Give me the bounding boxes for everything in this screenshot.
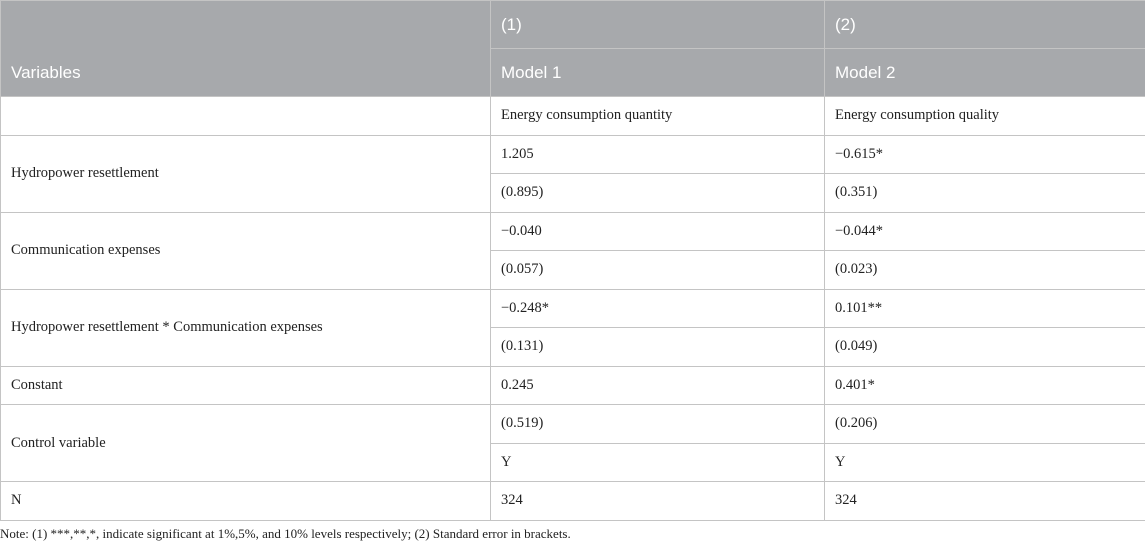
coefficient-cell: −0.044*	[824, 211, 1145, 251]
coefficient-cell: −0.040	[490, 211, 825, 251]
table-row: N 324 324	[0, 481, 1145, 521]
table-row: Control variable (0.519) (0.206)	[0, 404, 1145, 482]
row-label: Hydropower resettlement	[0, 134, 491, 213]
header-row-models: Model 1 Model 2	[1, 48, 1145, 97]
header-row-numbers: Variables (1) (2)	[0, 0, 1145, 97]
standard-error-cell: (0.131)	[490, 327, 825, 367]
coefficient-cell: 0.245	[490, 365, 825, 405]
table-header: Variables (1) (2) Model 1 Model 2	[0, 0, 1145, 97]
coefficient-cell: 0.101**	[824, 288, 1145, 328]
coefficient-cell: 0.401*	[824, 365, 1145, 405]
dependent-variable-2: Energy consumption quality	[824, 96, 1145, 136]
standard-error-cell: (0.519)	[490, 404, 825, 444]
row-label: Control variable	[0, 404, 491, 482]
column-2-number: (2)	[824, 0, 1145, 49]
standard-error-cell: (0.057)	[490, 250, 825, 290]
row-label: Communication expenses	[0, 211, 491, 290]
table-body: Energy consumption quantity Energy consu…	[0, 96, 1145, 521]
table-note: Note: (1) ***,**,*, indicate significant…	[0, 526, 571, 541]
table-row: Y Y	[1, 442, 1145, 482]
dependent-variable-1: Energy consumption quantity	[490, 96, 825, 136]
column-2-model: Model 2	[824, 48, 1145, 97]
coefficient-cell: −0.248*	[490, 288, 825, 328]
variables-header: Variables	[0, 0, 491, 97]
standard-error-cell: (0.206)	[824, 404, 1145, 444]
table-row: Constant 0.245 0.401*	[0, 365, 1145, 405]
control-indicator-cell: Y	[490, 442, 825, 482]
table-row: Hydropower resettlement * Communication …	[0, 288, 1145, 367]
observations-cell: 324	[490, 481, 825, 521]
table-row: (0.895) (0.351)	[1, 173, 1145, 213]
table-row: (0.131) (0.049)	[1, 327, 1145, 367]
standard-error-cell: (0.895)	[490, 173, 825, 213]
coefficient-cell: −0.615*	[824, 134, 1145, 174]
table-row: Communication expenses −0.040 −0.044*	[0, 211, 1145, 290]
standard-error-cell: (0.049)	[824, 327, 1145, 367]
row-label: N	[0, 481, 491, 521]
coefficient-cell: 1.205	[490, 134, 825, 174]
control-indicator-cell: Y	[824, 442, 1145, 482]
row-label: Hydropower resettlement * Communication …	[0, 288, 491, 367]
row-label	[0, 96, 491, 136]
standard-error-cell: (0.023)	[824, 250, 1145, 290]
table-row: (0.057) (0.023)	[1, 250, 1145, 290]
standard-error-cell: (0.351)	[824, 173, 1145, 213]
column-1-model: Model 1	[490, 48, 825, 97]
observations-cell: 324	[824, 481, 1145, 521]
regression-table: Variables (1) (2) Model 1 Model 2 Energy…	[0, 0, 1145, 521]
table-row: Energy consumption quantity Energy consu…	[0, 96, 1145, 136]
column-1-number: (1)	[490, 0, 825, 49]
row-label: Constant	[0, 365, 491, 405]
table-row: Hydropower resettlement 1.205 −0.615*	[0, 134, 1145, 213]
